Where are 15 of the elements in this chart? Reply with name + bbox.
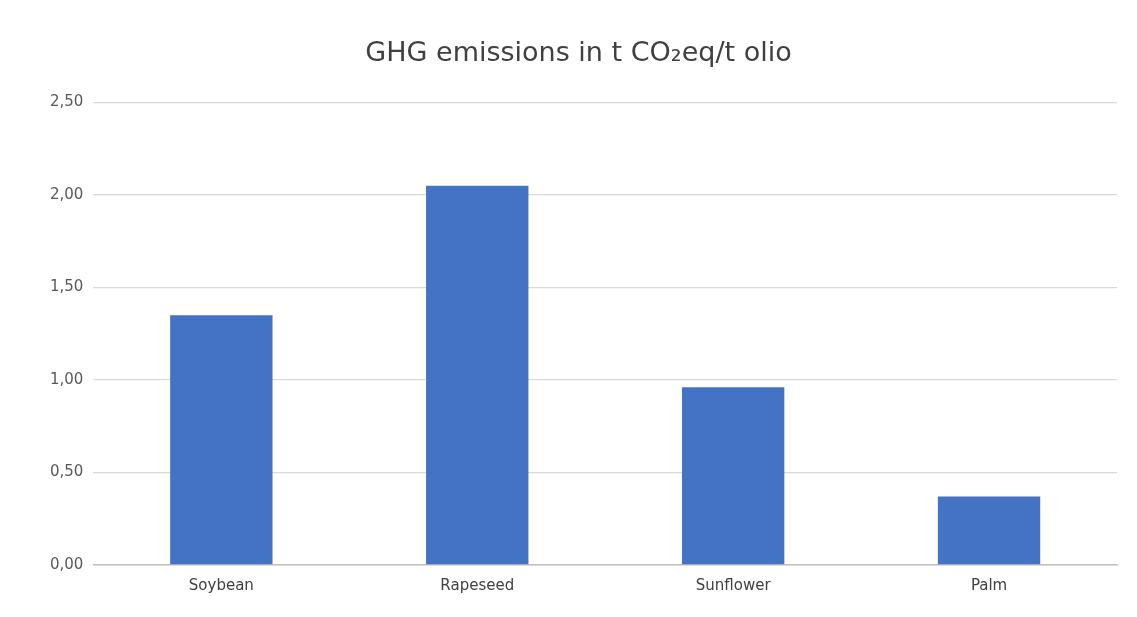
x-tick-label: Sunflower [695, 575, 772, 594]
chart-title: GHG emissions in t CO₂eq/t olio [365, 36, 792, 68]
y-tick-label: 0,50 [49, 462, 84, 481]
y-tick-label: 1,50 [49, 277, 84, 296]
y-tick-label: 2,50 [49, 92, 84, 111]
y-tick-label: 0,00 [49, 554, 84, 573]
bar [937, 496, 1041, 565]
x-tick-label: Palm [970, 575, 1008, 594]
bar [426, 185, 529, 565]
x-tick-label: Soybean [188, 575, 254, 594]
y-tick-label: 1,00 [49, 369, 84, 388]
x-tick-label: Rapeseed [440, 575, 515, 594]
bar [170, 315, 273, 565]
y-tick-label: 2,00 [49, 184, 84, 203]
bar [681, 387, 785, 565]
